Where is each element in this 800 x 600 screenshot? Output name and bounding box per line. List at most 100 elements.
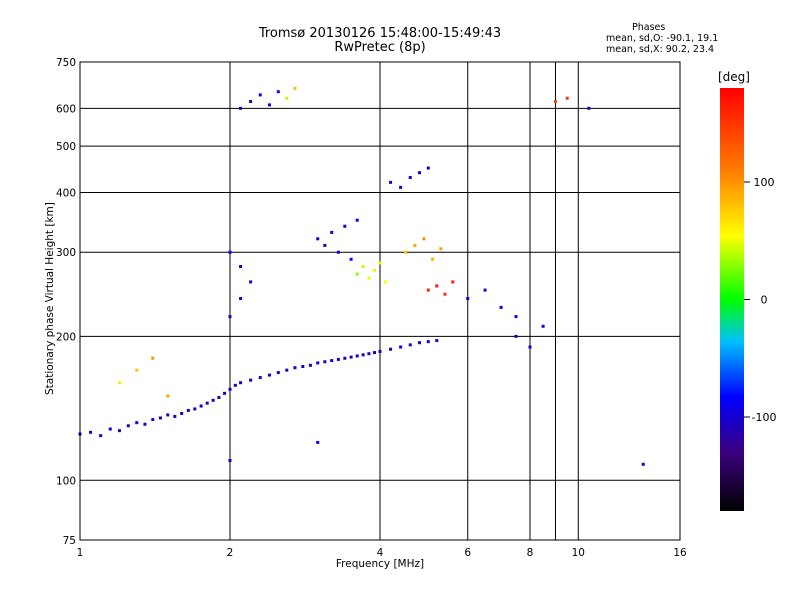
data-point	[285, 96, 289, 100]
data-point	[528, 345, 532, 349]
data-point	[541, 324, 545, 328]
data-point	[276, 371, 280, 375]
y-tick-labels: 75 100 200 300 400 500 600 750	[56, 57, 76, 547]
data-point	[435, 339, 439, 343]
data-point	[135, 421, 139, 425]
data-point	[267, 103, 271, 107]
phases-line-o: mean, sd,O: -90.1, 19.1	[606, 33, 719, 44]
data-point	[408, 343, 412, 347]
x-tick-label: 1	[77, 547, 84, 559]
y-tick-label: 300	[56, 247, 76, 259]
data-point	[361, 353, 365, 357]
data-point	[553, 100, 557, 104]
phases-line-x: mean, sd,X: 90.2, 23.4	[606, 44, 715, 55]
data-point	[417, 341, 421, 345]
data-point	[211, 398, 215, 402]
data-point	[336, 357, 340, 361]
data-point	[417, 171, 421, 175]
data-point	[180, 411, 184, 415]
y-tick-label: 100	[56, 475, 76, 487]
data-point	[151, 418, 155, 422]
data-point	[89, 430, 93, 434]
data-point	[293, 87, 297, 91]
data-point	[565, 96, 569, 100]
data-point	[330, 359, 334, 363]
colorbar	[720, 88, 744, 511]
data-point	[158, 416, 162, 420]
data-point	[389, 180, 393, 184]
data-point	[641, 462, 645, 466]
x-tick-label: 16	[673, 547, 687, 559]
x-tick-label: 4	[377, 547, 384, 559]
data-point	[435, 284, 439, 288]
data-point	[413, 243, 417, 247]
data-point	[217, 395, 221, 399]
data-point	[466, 297, 470, 301]
data-point	[308, 363, 312, 367]
data-point	[205, 401, 209, 405]
data-point	[316, 440, 320, 444]
data-point	[426, 288, 430, 292]
data-point	[408, 175, 412, 179]
colorbar-tick-label: 100	[754, 176, 775, 189]
data-point	[239, 297, 243, 301]
data-point	[316, 361, 320, 365]
data-point	[355, 354, 359, 358]
y-tick-label: 500	[56, 141, 76, 153]
data-point	[361, 265, 365, 269]
data-point	[349, 257, 353, 261]
data-point	[431, 257, 435, 261]
data-point	[439, 247, 443, 251]
y-tick-label: 75	[63, 535, 76, 547]
data-point	[367, 352, 371, 356]
data-point	[330, 230, 334, 234]
data-point	[285, 368, 289, 372]
data-point	[249, 378, 253, 382]
data-point	[355, 272, 359, 276]
data-point	[276, 90, 280, 94]
x-tick-label: 6	[464, 547, 471, 559]
data-point	[293, 366, 297, 370]
data-point	[258, 93, 262, 97]
colorbar-tick-label: -100	[752, 411, 777, 424]
data-point	[355, 218, 359, 222]
colorbar-ticks: -100 0 100	[744, 176, 776, 424]
x-tick-label: 2	[227, 547, 234, 559]
data-point	[239, 381, 243, 385]
colorbar-tick-label: 0	[761, 294, 768, 307]
data-point	[399, 185, 403, 189]
data-point	[117, 381, 121, 385]
data-point	[135, 368, 139, 372]
data-point	[173, 414, 177, 418]
y-tick-label: 600	[56, 103, 76, 115]
data-point	[399, 345, 403, 349]
phases-title: Phases	[632, 22, 666, 33]
data-point	[258, 376, 262, 380]
data-point	[239, 265, 243, 269]
data-point	[223, 391, 227, 395]
chart-subtitle: RwPretec (8p)	[334, 40, 426, 55]
data-point	[443, 292, 447, 296]
data-point	[514, 334, 518, 338]
data-point	[186, 408, 190, 412]
data-point	[343, 224, 347, 228]
data-point	[166, 413, 170, 417]
data-point	[378, 261, 382, 265]
data-point	[514, 315, 518, 319]
data-point	[349, 355, 353, 359]
data-point	[233, 383, 237, 387]
y-tick-label: 400	[56, 187, 76, 199]
data-point	[316, 237, 320, 241]
data-point	[323, 243, 327, 247]
data-point	[249, 280, 253, 284]
data-point	[422, 237, 426, 241]
data-point	[323, 360, 327, 364]
data-point	[499, 305, 503, 309]
y-tick-label: 200	[56, 331, 76, 343]
data-point	[249, 100, 253, 104]
data-point	[166, 394, 170, 398]
data-point	[108, 427, 112, 431]
data-point	[367, 276, 371, 280]
